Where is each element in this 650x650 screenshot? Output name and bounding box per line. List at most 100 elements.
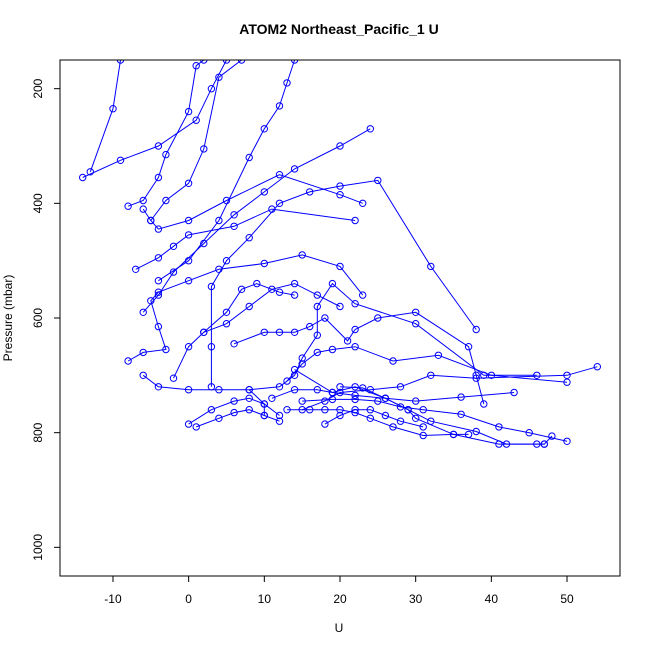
data-point (381, 411, 390, 420)
y-axis-label: Pressure (mbar) (1, 275, 15, 362)
data-point (374, 314, 382, 322)
data-point (132, 265, 140, 273)
data-point (116, 60, 125, 64)
data-point (245, 394, 253, 402)
x-tick-label: 20 (333, 592, 347, 606)
data-point (298, 354, 306, 362)
data-point (412, 308, 420, 316)
data-point (192, 116, 200, 124)
data-point (275, 328, 284, 336)
data-point (563, 437, 571, 445)
data-point (321, 314, 329, 322)
data-point (237, 60, 246, 64)
data-point (533, 371, 541, 379)
series-25 (290, 365, 548, 448)
data-point (215, 414, 223, 422)
data-point (336, 182, 344, 190)
data-point (283, 79, 291, 87)
data-point (359, 291, 367, 299)
data-point (162, 196, 170, 205)
series-line (150, 60, 242, 221)
data-point (321, 406, 329, 414)
data-point (525, 429, 533, 437)
data-point (328, 279, 337, 288)
x-tick-label: 40 (485, 592, 499, 606)
data-point (184, 179, 193, 188)
data-point (336, 262, 344, 271)
data-point (396, 403, 405, 411)
data-point (162, 345, 170, 354)
data-point (154, 288, 163, 296)
data-point (207, 282, 216, 291)
data-point (366, 125, 374, 133)
data-point (351, 300, 359, 308)
data-point (260, 125, 268, 133)
data-point (109, 105, 117, 113)
data-point (396, 383, 405, 391)
series-7 (154, 60, 299, 285)
series-14 (207, 176, 480, 391)
data-point (275, 383, 284, 391)
data-point (260, 400, 268, 408)
data-point (207, 343, 216, 351)
data-point (306, 322, 314, 331)
data-point (419, 423, 427, 431)
data-point (540, 440, 548, 448)
data-point (412, 397, 420, 405)
data-point (351, 406, 359, 414)
series-line (286, 346, 568, 383)
data-point (472, 427, 480, 436)
data-point (245, 406, 253, 414)
data-point (237, 285, 246, 293)
series-23 (298, 395, 571, 445)
data-point (480, 400, 488, 408)
series-2 (86, 60, 125, 176)
data-point (313, 291, 321, 299)
data-point (200, 145, 208, 153)
data-point (215, 265, 223, 273)
series-5 (147, 60, 246, 225)
series-line (127, 254, 364, 362)
data-point (328, 388, 337, 397)
data-point (154, 142, 163, 150)
data-point (457, 393, 465, 401)
data-point (359, 199, 367, 208)
data-point (290, 365, 299, 374)
data-point (472, 325, 480, 334)
data-point (184, 420, 193, 428)
series-21 (283, 406, 473, 440)
series-line (158, 60, 296, 282)
data-point (154, 254, 163, 262)
data-point (563, 371, 571, 379)
data-point (215, 216, 223, 225)
y-tick-label: 800 (31, 422, 45, 442)
data-point (147, 297, 155, 305)
data-point (464, 343, 473, 351)
data-point (230, 397, 238, 405)
data-point (230, 222, 238, 231)
data-point (351, 325, 359, 334)
data-point (162, 150, 170, 159)
data-point (366, 406, 374, 414)
data-point (290, 328, 299, 336)
data-point (275, 171, 284, 179)
data-point (207, 383, 216, 391)
data-point (351, 395, 359, 404)
data-layer (79, 60, 601, 448)
y-tick-label: 200 (31, 78, 45, 98)
data-point (290, 60, 299, 64)
data-point (321, 397, 329, 405)
data-point (313, 348, 321, 357)
data-point (472, 374, 480, 382)
data-point (124, 202, 132, 210)
data-point (260, 188, 268, 196)
data-point (449, 430, 458, 439)
data-point (222, 257, 231, 265)
data-point (404, 406, 412, 414)
data-point (351, 343, 359, 351)
data-point (343, 337, 352, 345)
data-point (245, 302, 253, 311)
data-point (306, 406, 314, 414)
x-tick-label: 30 (409, 592, 423, 606)
